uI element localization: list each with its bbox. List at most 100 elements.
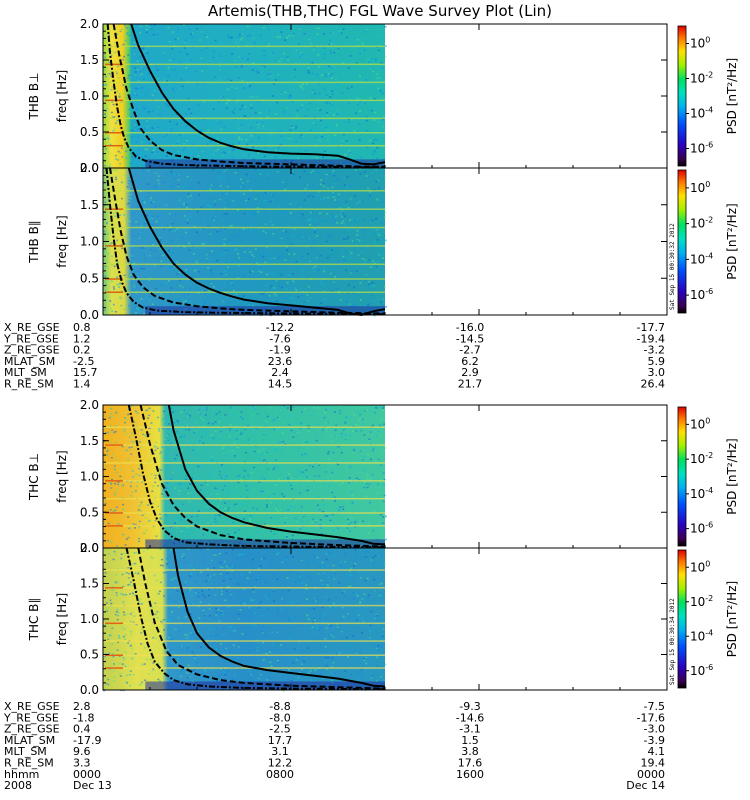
ephem-b-value: -16.0 xyxy=(456,321,484,334)
spectral-band xyxy=(103,208,385,210)
harmonic-mark xyxy=(105,667,123,669)
ephem-label: X_RE_GSE xyxy=(4,700,60,713)
ephem-c-value: 3.3 xyxy=(73,757,91,770)
colorbar-label: PSD [nT²/Hz] xyxy=(725,438,739,514)
panels-container: 0.0 0.5 1.0 1.5 2.0 THB B⊥ freq [Hz] 100 10-2 10-… xyxy=(27,17,739,697)
spectral-band xyxy=(103,444,385,446)
ephem-c-value: 9.6 xyxy=(73,745,91,758)
y-tick-label: 0.5 xyxy=(80,505,99,519)
colorbar-label: PSD [nT²/Hz] xyxy=(725,58,739,134)
colorbar-tick-label: 10-2 xyxy=(690,71,713,86)
spectral-band xyxy=(103,426,385,428)
y-tick-label: 1.5 xyxy=(80,434,99,448)
colorbar-tick-label: 10-4 xyxy=(690,628,713,643)
ephem-b-value: 0.2 xyxy=(73,344,91,357)
timestamp-stamp: Sat Sep 15 00:30:34 2012 xyxy=(669,598,676,685)
curve-dashed xyxy=(109,167,386,315)
colorbar-tick-label: 10-4 xyxy=(690,251,713,266)
ephem-b-value: 2.4 xyxy=(271,366,289,379)
spectral-band xyxy=(103,525,385,527)
ephem-c-value: 12.2 xyxy=(268,757,293,770)
ephem-c-value: -8.8 xyxy=(269,700,290,713)
spectral-band xyxy=(103,587,385,589)
y-axis-unit: freq [Hz] xyxy=(55,593,69,645)
low-frequency-band xyxy=(145,539,385,548)
harmonic-mark xyxy=(105,208,123,210)
ephem-c-value: 0800 xyxy=(266,768,294,781)
spectral-band xyxy=(103,654,385,656)
colorbar-label: PSD [nT²/Hz] xyxy=(725,581,739,657)
curve-solid xyxy=(167,404,386,546)
colorbar-tick-label: 10-2 xyxy=(690,451,713,466)
ephem-b-value: 5.9 xyxy=(648,355,666,368)
low-frequency-band xyxy=(145,681,385,690)
spectral-band xyxy=(103,63,385,66)
ephem-label: X_RE_GSE xyxy=(4,321,60,334)
y-tick-label: 0.5 xyxy=(80,125,99,139)
ephem-b-value: 26.4 xyxy=(641,378,666,391)
y-tick-label: 1.0 xyxy=(80,89,99,103)
curve-dashed xyxy=(112,23,385,168)
ephem-b-value: -14.5 xyxy=(456,332,484,345)
curve-solid xyxy=(130,23,386,166)
ephem-b-value: -7.6 xyxy=(269,332,290,345)
y-tick-label: 1.0 xyxy=(80,470,99,484)
ephem-label: MLT_SM xyxy=(4,366,47,379)
ephem-label: MLT_SM xyxy=(4,745,47,758)
colorbar-tick-label: 10-6 xyxy=(690,663,713,678)
panel-label: THB B∥ xyxy=(27,220,41,264)
spectrogram-texture xyxy=(103,405,387,550)
ephemeris-tables: X_RE_GSE 0.8 -12.2 -16.0 -17.7 Y_RE_GSE 1.2 -7.… xyxy=(3,321,665,792)
y-axis-unit: freq [Hz] xyxy=(55,215,69,267)
harmonic-mark xyxy=(105,63,123,66)
y-tick-label: 0.0 xyxy=(80,308,99,322)
ephem-c-value: -3.9 xyxy=(644,734,665,747)
curve-dashed xyxy=(139,404,386,548)
ephem-c-value: -14.6 xyxy=(456,711,484,724)
ephem-c-value: -17.9 xyxy=(73,734,101,747)
spectral-band xyxy=(103,226,385,229)
ephem-c-value: 17.6 xyxy=(458,757,483,770)
colorbar-tick-label: 10-6 xyxy=(690,521,713,536)
harmonic-mark xyxy=(105,132,123,134)
y-tick-label: 1.5 xyxy=(80,577,99,591)
ephem-label: MLAT_SM xyxy=(4,734,55,747)
y-axis-unit: freq [Hz] xyxy=(55,450,69,502)
y-tick-label: 2.0 xyxy=(80,398,99,412)
curve-solid xyxy=(172,547,386,688)
harmonic-mark xyxy=(105,245,123,247)
ephem-b-value: 15.7 xyxy=(73,366,98,379)
panel-3: 0.0 0.5 1.0 1.5 2.0 THC B⊥ freq [Hz] 100 10-2 10-… xyxy=(27,398,739,555)
ephem-c-value: 4.1 xyxy=(648,745,666,758)
curve-dashdot xyxy=(125,547,386,691)
ephem-b-value: 1.2 xyxy=(73,332,91,345)
ephem-c-value: 3.8 xyxy=(461,745,479,758)
spectrogram-texture xyxy=(103,168,387,317)
harmonic-mark xyxy=(105,622,123,625)
spectral-band xyxy=(103,45,385,48)
curve-dashdot xyxy=(127,404,386,549)
colorbar xyxy=(677,25,687,167)
y-tick-label: 1.5 xyxy=(80,198,99,212)
ephem-c-value: 0000 xyxy=(73,768,101,781)
ephem-b-value: -2.7 xyxy=(459,344,480,357)
ephem-c-value: 19.4 xyxy=(641,757,666,770)
y-tick-label: 1.0 xyxy=(80,235,99,249)
ephem-c-value: 2.8 xyxy=(73,700,91,713)
harmonic-mark xyxy=(105,144,123,147)
ephem-label: R_RE_SM xyxy=(4,378,54,391)
harmonic-mark xyxy=(105,525,123,527)
ephem-b-value: -2.5 xyxy=(73,355,94,368)
colorbar xyxy=(677,169,687,314)
ephem-c-value: 1.5 xyxy=(461,734,479,747)
colorbar-tick-label: 10-6 xyxy=(690,287,713,302)
ephem-c-value: -2.5 xyxy=(269,723,290,736)
panel-label: THC B∥ xyxy=(27,598,41,642)
y-tick-label: 2.0 xyxy=(80,17,99,31)
ephem-label: hhmm xyxy=(4,768,39,781)
panel-2: 0.0 0.5 1.0 1.5 2.0 THB B∥ freq [Hz] 100 10-2 10-… xyxy=(27,161,739,322)
spectral-band xyxy=(103,81,385,84)
y-tick-label: 1.0 xyxy=(80,612,99,626)
ephem-b-value: 6.2 xyxy=(461,355,479,368)
